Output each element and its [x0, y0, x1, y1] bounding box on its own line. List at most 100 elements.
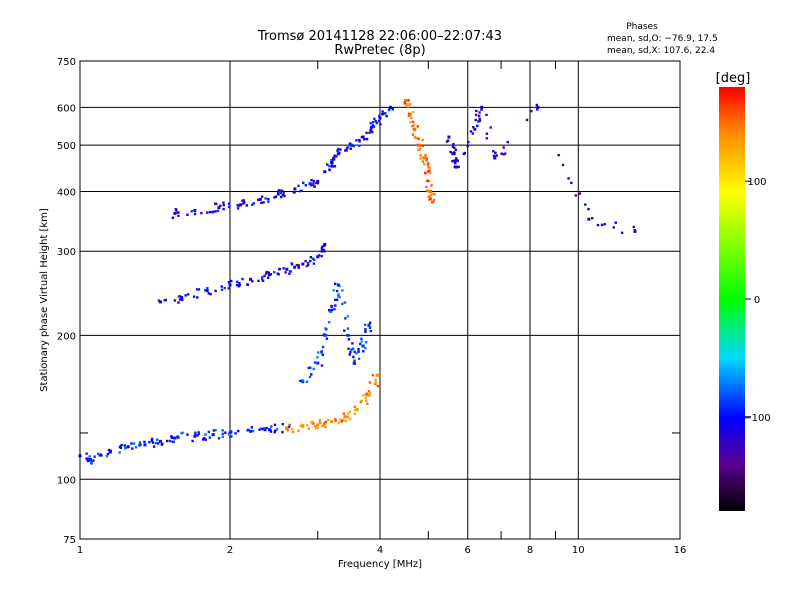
data-point: [345, 149, 348, 152]
data-point: [369, 121, 372, 125]
data-point: [258, 197, 262, 201]
data-point: [333, 308, 336, 311]
data-point: [174, 208, 178, 211]
data-point: [312, 179, 316, 183]
data-point: [251, 280, 254, 283]
data-point: [305, 264, 309, 268]
data-point: [456, 159, 459, 163]
data-point: [302, 181, 305, 185]
data-point: [428, 169, 431, 173]
data-point: [212, 429, 216, 432]
data-point: [428, 189, 432, 193]
data-point: [320, 250, 323, 253]
data-point: [424, 153, 427, 157]
data-point: [336, 283, 340, 287]
data-point: [239, 203, 243, 207]
data-point: [267, 271, 270, 274]
data-point: [415, 136, 418, 140]
data-point: [178, 298, 182, 301]
data-point: [381, 112, 384, 116]
data-point: [310, 373, 313, 376]
data-point: [267, 200, 270, 204]
data-point: [453, 159, 456, 162]
data-point: [316, 179, 320, 183]
data-point: [495, 154, 498, 157]
data-point: [290, 262, 293, 265]
data-point: [191, 439, 194, 443]
data-point: [312, 262, 316, 265]
data-point: [260, 195, 264, 198]
plot-frame: [79, 60, 681, 540]
data-point: [319, 351, 323, 354]
data-point: [475, 109, 478, 113]
data-point: [221, 432, 224, 436]
data-point: [480, 105, 484, 109]
data-point: [474, 113, 478, 117]
y-tick-label: 200: [57, 331, 76, 342]
data-point: [405, 104, 408, 108]
data-point: [228, 205, 231, 209]
data-point: [251, 429, 255, 433]
data-point: [277, 189, 281, 192]
data-point: [154, 441, 158, 445]
data-point: [285, 427, 288, 430]
data-point: [411, 110, 415, 114]
data-point: [221, 429, 224, 432]
data-point: [600, 223, 604, 227]
data-point: [138, 443, 141, 447]
x-tick-label: 10: [572, 545, 585, 556]
y-tick-label: 600: [57, 103, 76, 114]
data-point: [219, 204, 222, 207]
data-point: [339, 148, 342, 151]
data-point: [227, 280, 231, 284]
data-point: [186, 433, 189, 436]
data-point: [321, 353, 325, 356]
data-point: [360, 340, 363, 343]
x-tick-label: 6: [465, 545, 471, 556]
data-point: [427, 179, 430, 183]
data-point: [409, 121, 412, 124]
data-point: [453, 165, 457, 168]
data-point: [207, 430, 211, 434]
data-point: [204, 433, 207, 436]
data-point: [391, 107, 394, 111]
data-point: [330, 304, 334, 308]
data-point: [197, 432, 201, 436]
data-point: [260, 277, 264, 281]
data-point: [321, 424, 324, 427]
data-point: [277, 273, 280, 276]
data-point: [228, 431, 232, 435]
data-point: [346, 415, 349, 419]
data-point: [454, 148, 458, 152]
data-point: [411, 133, 415, 136]
data-point: [361, 135, 365, 139]
y-tick-label: 100: [57, 475, 76, 486]
data-point: [158, 300, 162, 304]
data-point: [305, 380, 309, 383]
data-point: [432, 198, 436, 202]
data-point: [346, 327, 350, 330]
data-point: [345, 147, 349, 150]
x-tick-label: 2: [227, 545, 233, 556]
data-point: [425, 179, 429, 182]
data-point: [88, 455, 91, 458]
data-point: [363, 138, 366, 141]
data-point: [130, 442, 133, 445]
data-point: [530, 109, 533, 113]
data-point: [367, 390, 371, 393]
data-point: [318, 418, 322, 422]
data-point: [279, 191, 282, 194]
data-point: [265, 270, 268, 274]
data-point: [493, 156, 497, 160]
data-point: [260, 201, 263, 205]
data-point: [431, 192, 434, 195]
stats-x-mode: mean, sd,X: 107.6, 22.4: [607, 46, 715, 56]
data-point: [311, 257, 315, 260]
data-point: [261, 279, 265, 283]
data-point: [419, 154, 422, 157]
data-point: [323, 170, 327, 174]
data-point: [536, 108, 539, 111]
data-point: [361, 344, 365, 348]
data-point: [307, 263, 310, 266]
data-point: [429, 197, 432, 201]
